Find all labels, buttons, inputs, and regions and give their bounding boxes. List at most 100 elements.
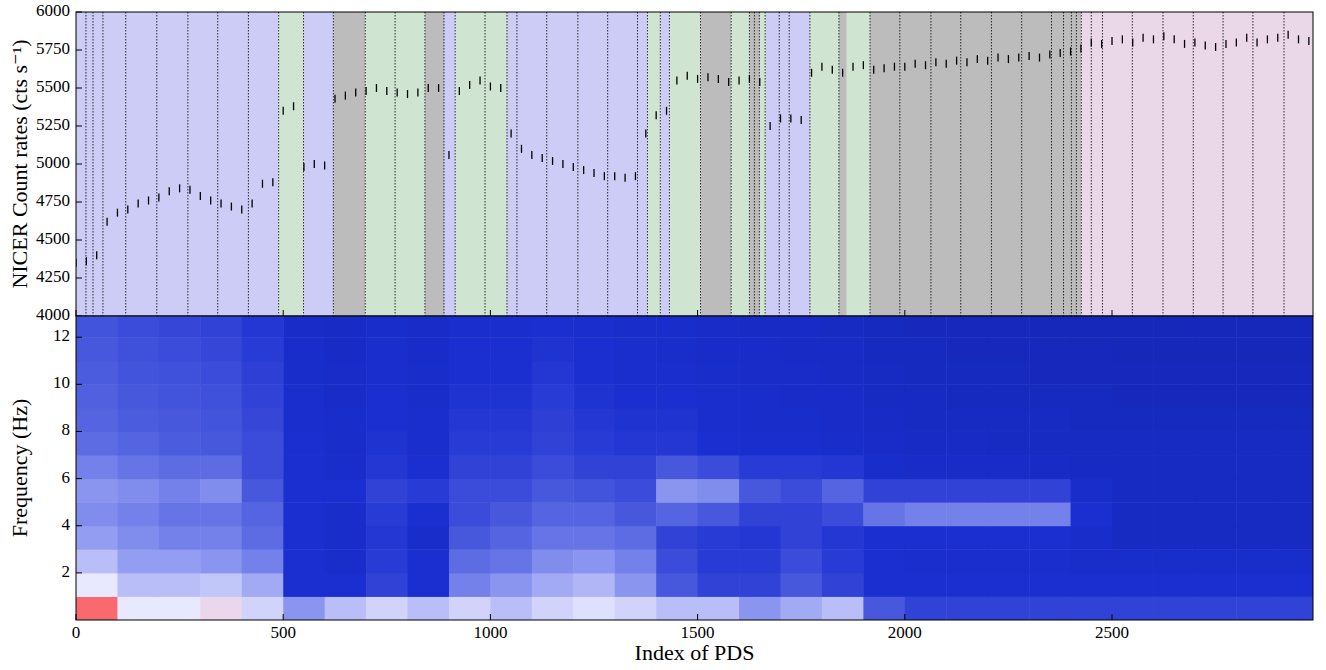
pds-cell (532, 596, 574, 620)
pds-cell (283, 408, 325, 432)
x-tick (904, 614, 905, 620)
count-rate-point (106, 218, 107, 226)
obs-divider (85, 12, 86, 316)
pds-cell (780, 408, 822, 432)
pds-cell (117, 316, 159, 338)
pds-cell (1153, 596, 1195, 620)
pds-cell (988, 596, 1030, 620)
obs-divider (647, 12, 648, 316)
count-rate-point (1236, 38, 1237, 46)
pds-cell (698, 526, 740, 550)
pds-cell (573, 361, 615, 385)
pds-cell (76, 502, 118, 526)
obs-divider (700, 12, 701, 316)
pds-cell (1112, 502, 1154, 526)
y-tick-label: 4750 (36, 191, 70, 210)
pds-cell (408, 573, 450, 597)
pds-cell (283, 361, 325, 385)
pds-cell (1029, 361, 1071, 385)
count-rate-point (1267, 35, 1268, 43)
pds-cell (283, 337, 325, 361)
pds-cell (698, 479, 740, 503)
obs-divider (92, 12, 93, 316)
pds-cell (159, 361, 201, 385)
obs-divider (789, 12, 790, 316)
count-rate-point (1205, 41, 1206, 49)
pds-cell (117, 573, 159, 597)
pds-cell (159, 408, 201, 432)
pds-cell (76, 479, 118, 503)
pds-cell (780, 596, 822, 620)
pds-cell (1153, 573, 1195, 597)
obs-divider (125, 12, 126, 316)
y-tick (76, 126, 82, 127)
obs-divider (1223, 12, 1224, 316)
count-rate-point (977, 55, 978, 63)
count-rate-point (707, 73, 708, 81)
count-rate-point (1174, 35, 1175, 43)
state-region (647, 12, 660, 316)
state-region (701, 12, 732, 316)
count-rate-point (1194, 38, 1195, 46)
pds-cell (863, 361, 905, 385)
obs-divider (1193, 12, 1194, 316)
pds-cell (408, 526, 450, 550)
pds-cell (366, 384, 408, 408)
state-region (304, 12, 334, 316)
pds-cell (780, 384, 822, 408)
count-rate-point (1039, 54, 1040, 62)
pds-cell (1153, 361, 1195, 385)
pds-cell (863, 337, 905, 361)
pds-cell (1195, 596, 1237, 620)
count-rate-point (510, 130, 511, 138)
pds-cell (739, 526, 781, 550)
pds-cell (1153, 316, 1195, 338)
count-rate-point (1018, 54, 1019, 62)
pds-cell (739, 431, 781, 455)
pds-cell (656, 502, 698, 526)
obs-divider (303, 12, 304, 316)
pds-cell (988, 316, 1030, 338)
pds-cell (656, 337, 698, 361)
obs-divider (1162, 12, 1163, 316)
count-rate-point (759, 78, 760, 86)
pds-cell (76, 573, 118, 597)
pds-cell (532, 316, 574, 338)
count-rate-point (718, 75, 719, 83)
pds-cell (615, 526, 657, 550)
pds-cell (863, 526, 905, 550)
pds-cell (656, 408, 698, 432)
pds-cell (615, 361, 657, 385)
pds-cell (366, 479, 408, 503)
pds-cell (946, 408, 988, 432)
obs-divider (424, 12, 425, 316)
pds-cell (242, 479, 284, 503)
obs-divider (1132, 12, 1133, 316)
pds-cell (780, 316, 822, 338)
count-rate-point (169, 187, 170, 195)
pds-cell (1112, 316, 1154, 338)
count-rate-point (428, 84, 429, 92)
pds-cell (242, 455, 284, 479)
y-tick-label: 4000 (36, 305, 70, 324)
count-rate-point (562, 160, 563, 168)
pds-cell (408, 316, 450, 338)
obs-divider (577, 12, 578, 316)
count-rate-point (210, 196, 211, 204)
pds-cell (863, 549, 905, 573)
pds-cell (325, 361, 367, 385)
pds-cell (1236, 384, 1278, 408)
pds-cell (615, 479, 657, 503)
pds-cell (1195, 479, 1237, 503)
count-rate-point (283, 107, 284, 115)
pds-cell (780, 526, 822, 550)
pds-cell (159, 596, 201, 620)
pds-cell (1278, 316, 1313, 338)
state-region (731, 12, 749, 316)
pds-cell (117, 455, 159, 479)
count-rate-point (966, 58, 967, 66)
pds-cell (822, 596, 864, 620)
pds-cell (780, 431, 822, 455)
pds-cell (117, 596, 159, 620)
pds-cell (1195, 337, 1237, 361)
